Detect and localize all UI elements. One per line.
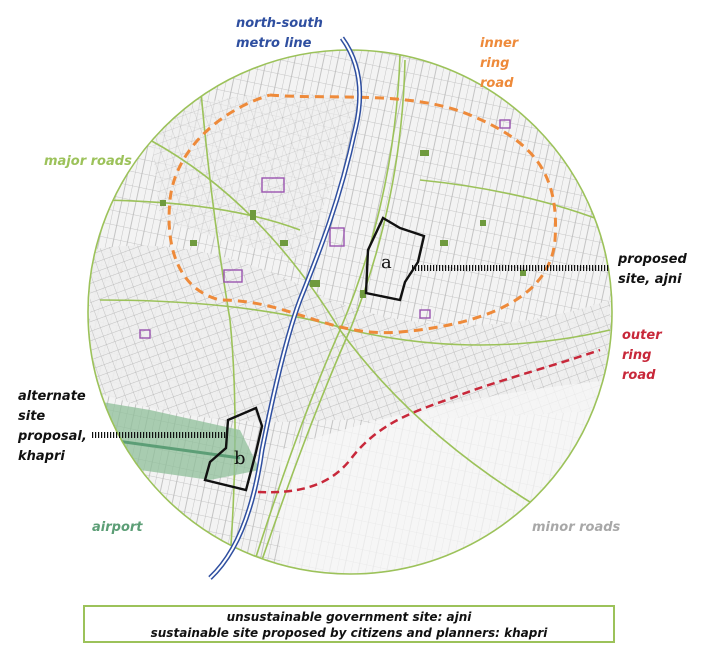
caption-box: unsustainable government site: ajni sust… [83, 605, 615, 643]
caption-line-1: unsustainable government site: ajni [226, 610, 472, 624]
proposed-site-label: proposed site, ajni [618, 252, 687, 287]
site-b-letter: b [234, 448, 246, 469]
site-a-boundary [364, 216, 426, 302]
parks [160, 150, 526, 298]
north-south-metro-line [208, 36, 363, 580]
lakes [139, 119, 511, 339]
inner-ring-road [167, 93, 558, 335]
alternate-site-label: alternate site proposal, khapri [18, 389, 87, 464]
minor-roads-label: minor roads [532, 520, 621, 535]
airport-label: airport [92, 520, 143, 535]
caption-line-2: sustainable site proposed by citizens an… [150, 626, 548, 640]
site-b-boundary [203, 406, 264, 492]
major-roads [89, 54, 611, 561]
outer-ring-road [257, 348, 601, 494]
site-a-letter: a [381, 252, 392, 273]
metro-line-label: north-south metro line [236, 16, 323, 51]
inner-ring-road-label: inner ring road [480, 36, 519, 91]
outer-ring-road-label: outer ring road [622, 328, 662, 383]
major-roads-label: major roads [44, 154, 132, 169]
map-base [88, 50, 612, 574]
